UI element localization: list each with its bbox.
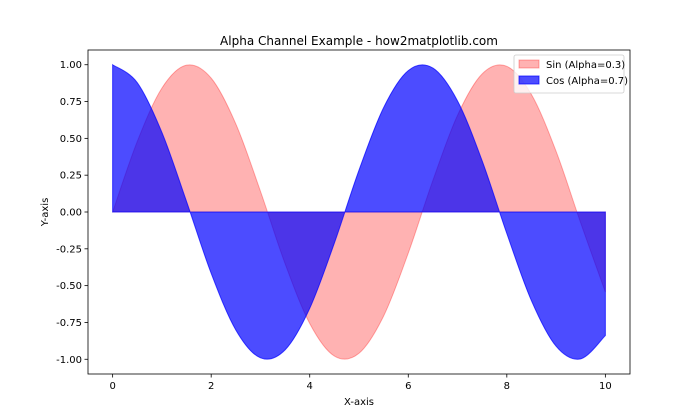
x-axis-title: X-axis (344, 397, 374, 408)
y-tick-label: 0.00 (60, 208, 82, 219)
x-tick-label: 8 (504, 381, 510, 392)
y-axis: -1.00 -0.75 -0.50 -0.25 0.00 0.25 0.50 0.75 1.00 (56, 60, 88, 366)
y-tick-label: -0.25 (56, 244, 82, 255)
y-tick-label: 0.25 (60, 171, 82, 182)
series-fill-sin (111, 64, 606, 360)
y-tick-label: -0.50 (56, 281, 82, 292)
x-tick-label: 2 (208, 381, 214, 392)
x-tick-label: 10 (599, 381, 612, 392)
y-tick-label: -0.75 (56, 318, 82, 329)
y-tick-label: -1.00 (56, 355, 82, 366)
y-tick-label: 0.50 (60, 134, 82, 145)
legend-swatch-sin (518, 59, 540, 69)
series-fill-cos (112, 63, 606, 360)
legend-label-sin: Sin (Alpha=0.3) (546, 60, 625, 71)
legend-swatch-cos (518, 75, 540, 85)
x-tick-label: 6 (405, 381, 411, 392)
y-tick-label: 1.00 (60, 60, 82, 71)
x-tick-label: 4 (307, 381, 313, 392)
legend: Sin (Alpha=0.3) Cos (Alpha=0.7) (513, 54, 628, 94)
chart-title: Alpha Channel Example - how2matplotlib.c… (220, 34, 498, 48)
legend-label-cos: Cos (Alpha=0.7) (546, 76, 628, 87)
series-fills (111, 63, 606, 360)
y-tick-label: 0.75 (60, 97, 82, 108)
legend-box (513, 54, 625, 94)
x-axis: 0 2 4 6 8 10 (109, 374, 612, 392)
x-tick-label: 0 (109, 381, 115, 392)
y-axis-title: Y-axis (40, 198, 51, 228)
